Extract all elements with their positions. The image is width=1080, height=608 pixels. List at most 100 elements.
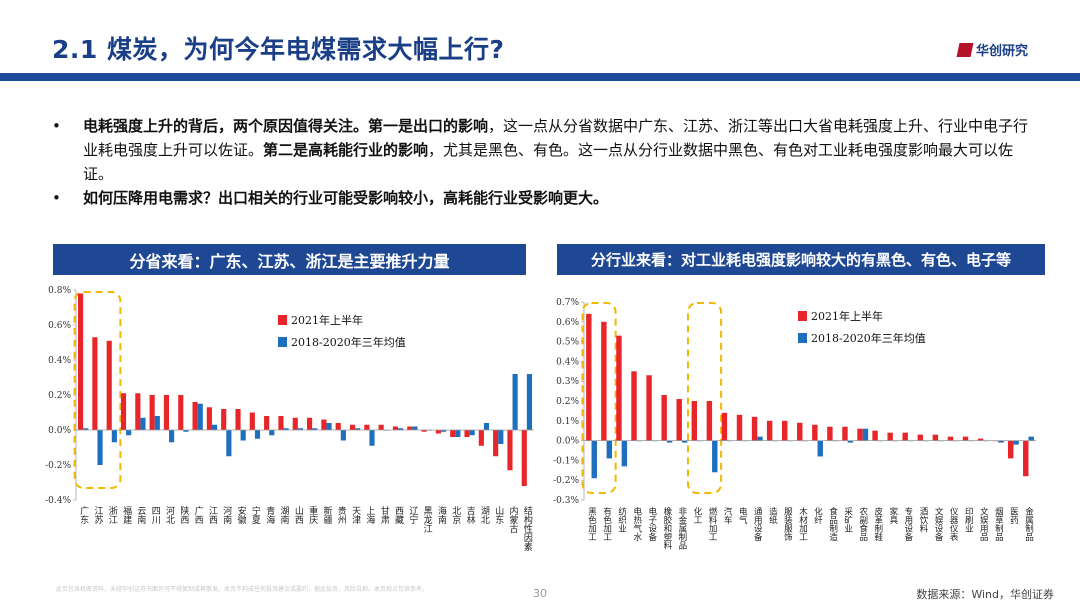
bar-2021h1 [736, 414, 743, 441]
bar-2021h1 [751, 416, 758, 441]
category-label: 专用设备 [903, 506, 913, 542]
legend-label: 2018-2020年三年均值 [291, 335, 406, 349]
bar-2021h1 [292, 417, 298, 430]
data-source: 数据来源：Wind，华创证券 [916, 588, 1054, 601]
province-bar-chart: -0.4% -0.2% 0.0% 0.2% 0.4% 0.6% 0.8% 广东 江苏 浙江 福建 云南… [45, 286, 534, 551]
bar-2021h1 [797, 422, 803, 441]
bar-2018-2020-avg [440, 430, 447, 432]
category-label: 文娱用品 [978, 506, 988, 542]
category-label: 采矿业 [843, 506, 853, 532]
category-label: 广西 [193, 505, 204, 525]
category-label: 橡胶和塑料 [662, 506, 672, 550]
bar-2018-2020-avg [226, 430, 232, 457]
bar-2021h1 [872, 430, 878, 441]
bar-2021h1 [1007, 440, 1014, 459]
bar-2021h1 [378, 424, 384, 430]
bar-2021h1 [364, 424, 370, 430]
bar-2018-2020-avg [712, 440, 718, 473]
category-label: 广东 [78, 505, 89, 524]
legend-swatch [798, 311, 807, 321]
bar-2021h1 [335, 423, 341, 430]
bar-2021h1 [676, 399, 682, 441]
bar-2018-2020-avg [681, 440, 688, 443]
category-label: 上海 [364, 506, 375, 525]
bar-2018-2020-avg [666, 440, 673, 443]
bar-2021h1 [450, 430, 456, 437]
y-tick-label: 0.2% [48, 391, 71, 401]
bar-2021h1 [947, 436, 954, 441]
legend-swatch [278, 337, 287, 347]
bar-2018-2020-avg [412, 426, 418, 430]
logo-icon [956, 42, 974, 57]
bar-2018-2020-avg [847, 440, 854, 443]
brand-logo: 华创研究 [956, 40, 1029, 59]
category-label: 陕西 [178, 505, 189, 525]
bar-2021h1 [249, 412, 255, 430]
legend-swatch [798, 333, 807, 343]
bar-2021h1 [478, 430, 484, 446]
category-label: 山西 [293, 506, 304, 525]
bar-2021h1 [646, 375, 652, 441]
category-label: 江苏 [92, 506, 103, 525]
y-tick-label: 0.7% [556, 298, 579, 308]
category-label: 海南 [436, 505, 447, 524]
highlight-box [73, 291, 122, 489]
category-label: 四川 [150, 506, 161, 524]
category-label: 皮革制鞋 [873, 506, 883, 542]
logo-text: 华创研究 [976, 44, 1029, 59]
y-tick-label: -0.3% [553, 496, 579, 506]
y-tick-label: 0.5% [556, 338, 579, 348]
highlight-box [686, 302, 723, 494]
bar-2018-2020-avg [369, 430, 375, 446]
bar-2021h1 [977, 438, 984, 441]
legend-label: 2021年上半年 [291, 313, 363, 327]
bar-2018-2020-avg [498, 430, 504, 444]
bar-2018-2020-avg [240, 430, 246, 441]
bar-2021h1 [120, 393, 127, 430]
bullet-segment: ，这一点从分省数据中广东、江苏、浙江等出口大省电耗强度上升、行业中电子行业耗电强… [83, 117, 1029, 159]
industry-bar-chart: -0.3% -0.2% -0.1% 0.0% 0.1% 0.2% 0.3% 0.4% 0.5% 0… [553, 298, 1036, 550]
category-label: 汽车 [722, 506, 732, 525]
bar-2018-2020-avg [591, 440, 597, 479]
bar-2021h1 [149, 395, 155, 430]
bar-2021h1 [307, 417, 313, 430]
bar-2021h1 [857, 428, 863, 441]
bar-2018-2020-avg [817, 440, 823, 457]
category-label: 青海 [264, 505, 275, 525]
bar-2021h1 [962, 436, 969, 441]
category-label: 福建 [121, 505, 132, 525]
bar-2018-2020-avg [183, 430, 189, 432]
disclaimer-text: 此页包含机密资料，未经华创证券书面许可不得复制或再散发。本页不构成任何投资建议或… [56, 586, 429, 593]
category-label: 化纤 [813, 506, 823, 525]
category-label: 黑龙江 [422, 506, 433, 534]
bar-2018-2020-avg [126, 430, 132, 436]
category-label: 电气 [737, 506, 747, 524]
category-label: 仪器仪表 [948, 507, 958, 542]
bullet-list: • 电耗强度上升的背后，两个原因值得关注。第一是出口的影响，这一点从分省数据中广… [52, 114, 1037, 210]
bar-2018-2020-avg [169, 430, 175, 443]
category-label: 金属制品 [1023, 506, 1033, 542]
title-divider [0, 73, 1080, 81]
category-label: 电热气水 [632, 506, 642, 541]
bar-2021h1 [766, 420, 773, 441]
category-label: 医药 [1008, 507, 1018, 525]
bar-2021h1 [721, 412, 728, 441]
bar-2018-2020-avg [269, 430, 275, 436]
category-label: 北京 [450, 506, 461, 525]
y-tick-label: 0.4% [556, 357, 579, 367]
category-label: 山东 [493, 506, 504, 524]
bullet-segment: 第二是高耗能行业的影响 [263, 141, 429, 159]
bar-2021h1 [887, 432, 893, 441]
bar-2021h1 [932, 434, 939, 441]
bar-2018-2020-avg [211, 424, 218, 430]
bar-2021h1 [435, 430, 441, 434]
bar-2018-2020-avg [621, 440, 628, 467]
category-label: 西藏 [393, 506, 404, 525]
category-label: 文娱设备 [933, 506, 943, 542]
category-label: 浙江 [107, 505, 118, 525]
bar-2018-2020-avg [398, 428, 404, 430]
category-label: 服装服饰 [782, 507, 792, 542]
bar-2018-2020-avg [297, 428, 303, 430]
category-label: 内蒙古 [508, 505, 519, 534]
category-label: 木材加工 [797, 506, 807, 541]
